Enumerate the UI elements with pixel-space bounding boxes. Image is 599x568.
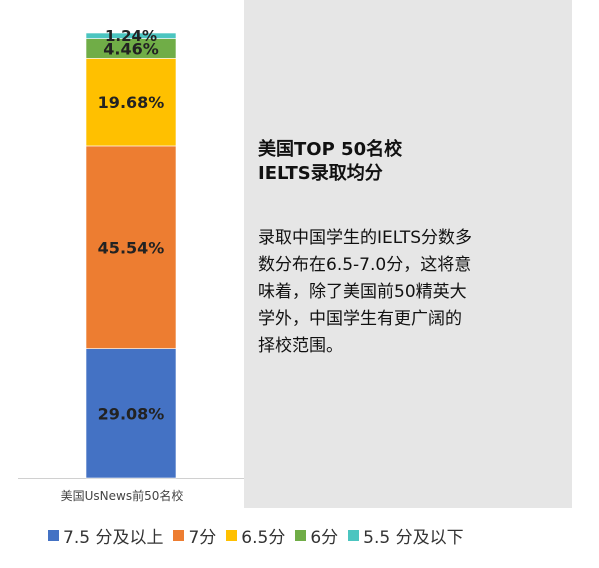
stacked-bar-chart: 29.08% 45.54% 19.68% 4.46%1.24% <box>85 27 177 479</box>
legend-swatch <box>348 529 360 541</box>
legend-label: 7分 <box>188 527 217 548</box>
legend-item-5-5-below: 5.5 分及以下 <box>348 523 464 548</box>
panel-body: 录取中国学生的IELTS分数多 数分布在6.5-7.0分，这将意 味着，除了美国… <box>258 225 558 360</box>
bar-segment <box>85 32 177 39</box>
legend-label: 6分 <box>310 527 339 548</box>
panel-title-line-2: IELTS录取均分 <box>258 163 383 184</box>
chart-legend: 7.5 分及以上 7分 6.5分 6分 5.5 分及以下 <box>48 521 464 549</box>
bar-segment <box>85 58 177 147</box>
legend-swatch <box>226 529 238 541</box>
legend-swatch <box>295 529 307 541</box>
data-label: 45.54% <box>98 238 165 257</box>
bar-segment <box>85 145 177 349</box>
legend-item-6-5: 6.5分 <box>226 523 285 548</box>
panel-title-line-1: 美国TOP 50名校 <box>258 139 403 160</box>
legend-swatch <box>173 529 185 541</box>
panel-title: 美国TOP 50名校 IELTS录取均分 <box>258 138 558 186</box>
info-panel <box>244 0 572 508</box>
data-label: 29.08% <box>98 404 165 423</box>
panel-body-line-2: 数分布在6.5-7.0分，这将意 <box>258 255 472 275</box>
legend-label: 5.5 分及以下 <box>363 527 464 548</box>
bar-segment <box>85 348 177 479</box>
panel-body-line-1: 录取中国学生的IELTS分数多 <box>258 228 473 248</box>
legend-label: 7.5 分及以上 <box>63 527 164 548</box>
x-axis-line <box>18 478 244 479</box>
legend-label: 6.5分 <box>241 527 286 548</box>
data-label: 4.46% <box>103 39 159 58</box>
data-label: 19.68% <box>98 93 165 112</box>
panel-body-line-3: 味着，除了美国前50精英大 <box>258 282 467 302</box>
data-label: 1.24% <box>105 27 157 45</box>
panel-body-line-4: 学外，中国学生有更广阔的 <box>258 309 462 329</box>
legend-swatch <box>48 529 59 541</box>
legend-item-7-5-plus: 7.5 分及以上 <box>48 523 163 548</box>
legend-item-7: 7分 <box>173 523 216 548</box>
legend-item-6: 6分 <box>295 523 338 548</box>
x-category-label: 美国UsNews前50名校 <box>60 489 184 503</box>
panel-body-line-5: 择校范围。 <box>258 336 343 356</box>
